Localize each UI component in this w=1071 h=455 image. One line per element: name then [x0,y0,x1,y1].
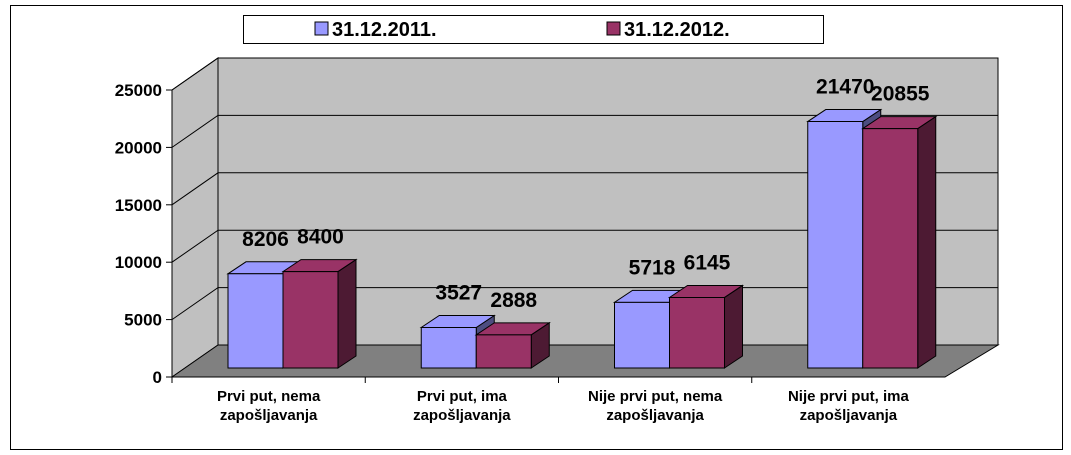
data-label: 8206 [242,228,289,251]
bar-front [420,327,477,369]
data-label: 21470 [816,76,874,99]
legend-swatch [606,21,621,36]
data-label: 2888 [490,289,537,312]
bar-side [337,258,357,369]
y-tick-label: 10000 [115,253,162,272]
bar [281,258,358,369]
data-label: 6145 [684,251,731,274]
y-tick-label: 5000 [124,311,162,330]
y-tick-label: 25000 [115,81,162,100]
grid-line [171,229,998,263]
legend-box [243,15,824,44]
bar [474,321,551,369]
data-label: 3527 [435,282,482,305]
bar-front [669,296,725,369]
y-tick-label: 15000 [115,196,162,215]
bar-side [917,115,937,369]
bar-front [282,271,339,369]
data-label: 20855 [871,83,930,106]
legend-swatch [314,21,329,36]
x-tick-label: Nije prvi put, nema zapošljavanja [588,388,723,424]
bar-side [724,284,743,369]
bar [667,284,745,369]
x-tick-label: Prvi put, nema zapošljavanja [216,388,321,424]
y-tick-label: 20000 [115,138,162,157]
bar-front [227,273,284,369]
bar [861,115,938,369]
bar-front [862,128,919,369]
data-label: 8400 [297,226,344,249]
side-wall [171,57,219,378]
bar-front [807,121,864,369]
x-tick-label: Prvi put, ima zapošljavanja [413,388,511,424]
y-tick-label: 0 [153,368,162,387]
bar-front [475,334,532,369]
grid-line [171,172,998,206]
bar-front [614,301,670,369]
legend-label: 31.12.2012. [624,19,730,41]
data-label: 5718 [629,256,676,279]
legend-label: 31.12.2011. [332,19,437,41]
grid-line [171,57,998,91]
x-tick-label: Nije prvi put, ima zapošljavanja [787,388,909,424]
grid-line [171,114,998,148]
